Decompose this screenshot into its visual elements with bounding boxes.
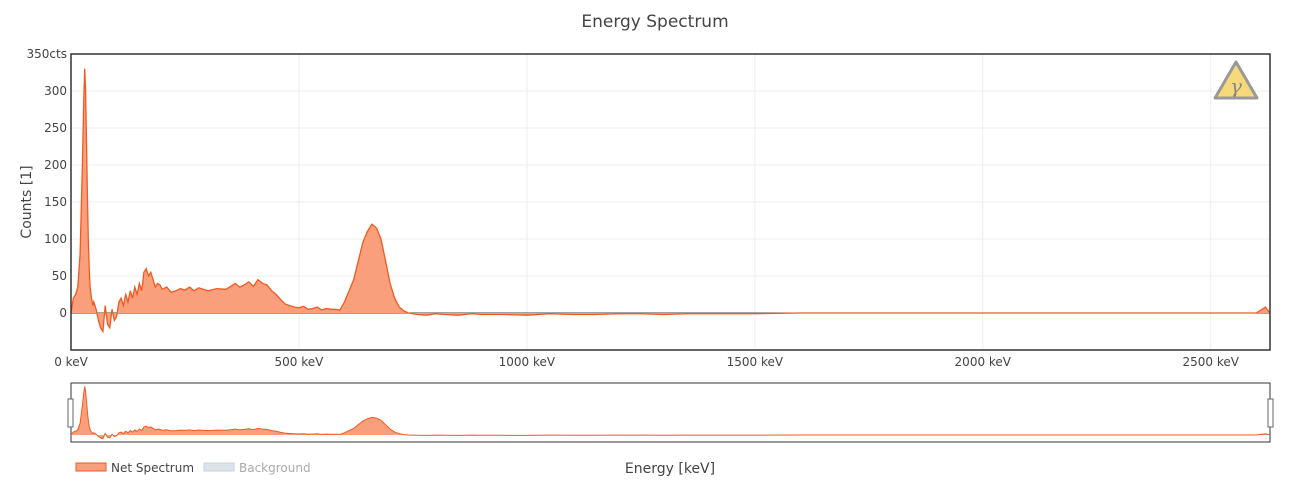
gamma-warning-icon[interactable]: γ	[1213, 60, 1259, 100]
legend: Net Spectrum Background	[75, 461, 311, 475]
y-tick-label: 100	[44, 232, 67, 246]
range-slider-spectrum-area	[71, 386, 1270, 439]
legend-label-background: Background	[239, 461, 311, 475]
x-tick-label: 1500 keV	[727, 355, 784, 369]
x-tick-label: 1000 keV	[499, 355, 556, 369]
main-plot-area[interactable]	[70, 53, 1271, 351]
x-tick-label: 0 keV	[54, 355, 88, 369]
net-spectrum-line	[70, 68, 1271, 334]
range-slider-spectrum-line	[70, 386, 1271, 440]
x-tick-label: 2500 keV	[1182, 355, 1239, 369]
y-tick-label: 300	[44, 84, 67, 98]
legend-swatch-background	[203, 462, 235, 472]
x-tick-label: 2000 keV	[955, 355, 1012, 369]
chart-title: Energy Spectrum	[581, 12, 728, 32]
x-tick-label: 500 keV	[275, 355, 325, 369]
y-tick-label: 250	[44, 121, 67, 135]
legend-label-net-spectrum: Net Spectrum	[111, 461, 194, 475]
range-slider-left-handle[interactable]	[67, 398, 74, 428]
y-axis-ticks: 350cts 300 250 200 150 100 50 0	[27, 47, 67, 320]
y-tick-label: 150	[44, 195, 67, 209]
x-axis-label: Energy [keV]	[625, 461, 715, 477]
y-axis-label: Counts [1]	[19, 165, 35, 238]
legend-item-net-spectrum[interactable]: Net Spectrum	[75, 461, 194, 475]
y-tick-label: 0	[59, 306, 67, 320]
y-tick-label: 350cts	[27, 47, 67, 61]
range-slider[interactable]	[67, 382, 1274, 443]
legend-swatch-net-spectrum	[75, 462, 107, 472]
net-spectrum-area	[71, 68, 1270, 332]
range-slider-right-handle[interactable]	[1267, 398, 1274, 428]
x-axis-ticks: 0 keV 500 keV 1000 keV 1500 keV 2000 keV 2500…	[54, 355, 1240, 369]
legend-item-background[interactable]: Background	[203, 461, 311, 475]
svg-text:γ: γ	[1230, 74, 1242, 98]
y-tick-label: 50	[52, 269, 67, 283]
y-tick-label: 200	[44, 158, 67, 172]
